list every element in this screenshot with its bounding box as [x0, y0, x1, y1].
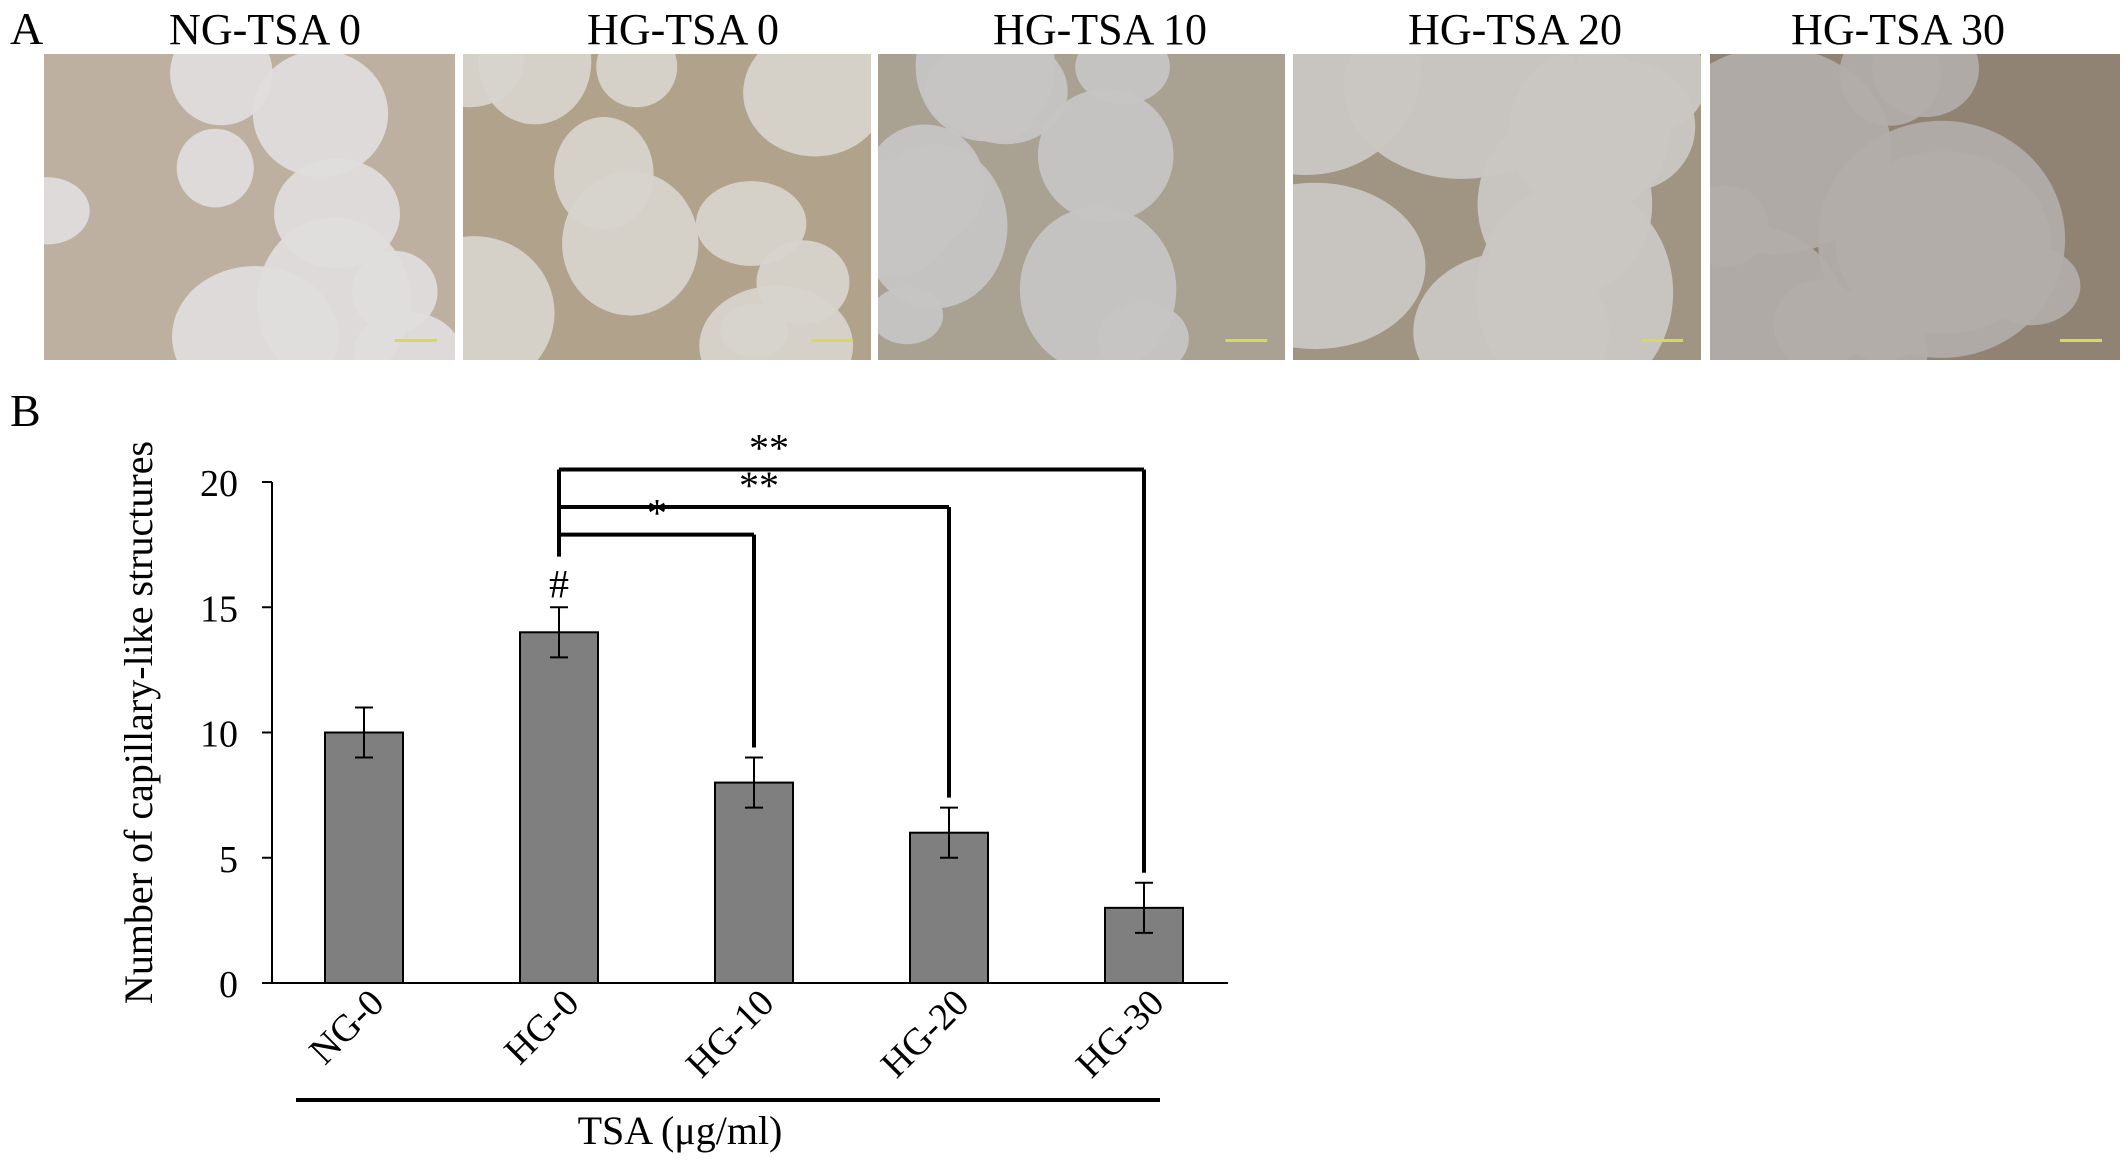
micrograph-label: NG-TSA 0	[169, 5, 361, 54]
micrograph-label: HG-TSA 20	[1408, 5, 1622, 54]
scale-bar	[811, 339, 854, 342]
bar	[519, 631, 599, 984]
category-label: HG-10	[678, 982, 782, 1086]
y-tick-label: 15	[200, 588, 238, 630]
micrograph-label: HG-TSA 0	[587, 5, 779, 54]
panel-a-letter: A	[10, 3, 44, 54]
category-label: NG-0	[301, 982, 392, 1073]
scale-bar	[394, 339, 437, 342]
micrograph-image	[463, 54, 871, 360]
significance-marker: #	[549, 561, 569, 606]
scale-bar	[2060, 339, 2102, 342]
y-tick-label: 5	[219, 839, 238, 881]
y-tick-label: 10	[200, 714, 238, 756]
category-label: HG-20	[873, 982, 977, 1086]
micrograph-label: HG-TSA 30	[1791, 5, 2005, 54]
comparison-label: *	[647, 491, 667, 536]
micrograph-image	[1710, 54, 2120, 360]
y-axis-label: Number of capillary-like structures	[116, 441, 161, 1004]
bar	[714, 781, 794, 984]
micrograph-image	[878, 54, 1285, 360]
panel-b-letter: B	[10, 385, 41, 436]
micrograph-image	[44, 54, 455, 360]
scale-bar	[1641, 339, 1684, 342]
y-tick-label: 20	[200, 463, 238, 505]
x-axis-label: TSA (μg/ml)	[578, 1108, 783, 1153]
y-tick-label: 0	[219, 964, 238, 1006]
scale-bar	[1225, 339, 1268, 342]
category-label: HG-0	[496, 982, 587, 1073]
micrograph-image	[1293, 54, 1701, 360]
bar	[324, 731, 404, 984]
category-label: HG-30	[1068, 982, 1172, 1086]
comparison-label: **	[749, 425, 789, 470]
micrograph-label: HG-TSA 10	[993, 5, 1207, 54]
